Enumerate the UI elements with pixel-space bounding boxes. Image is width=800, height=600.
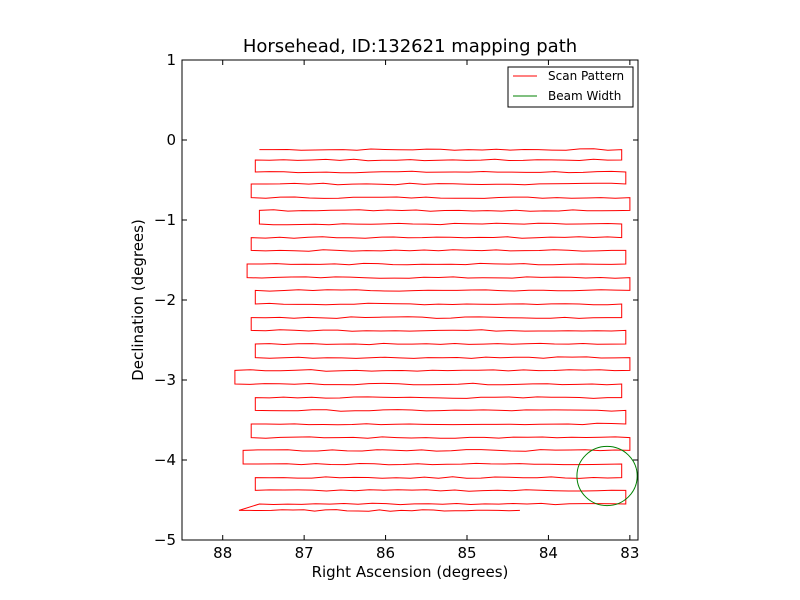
- x-axis-label: Right Ascension (degrees): [312, 563, 509, 581]
- legend-label-scan-pattern: Scan Pattern: [548, 69, 624, 83]
- x-tick-label: 85: [457, 544, 476, 562]
- y-tick-label: −3: [154, 371, 176, 389]
- y-tick-label: −1: [154, 211, 176, 229]
- legend-label-beam-width: Beam Width: [548, 89, 621, 103]
- x-axis: 88 87 86 85 84 83: [213, 60, 639, 562]
- plot-area-background: [182, 60, 638, 540]
- legend: Scan Pattern Beam Width: [507, 66, 634, 108]
- x-tick-label: 83: [620, 544, 639, 562]
- scan-pattern-line: [234, 148, 631, 512]
- y-axis: 1 0 −1 −2 −3 −4 −5: [154, 51, 638, 549]
- y-tick-label: −2: [154, 291, 176, 309]
- beam-width-circle: [576, 445, 638, 507]
- chart-title: Horsehead, ID:132621 mapping path: [243, 36, 577, 57]
- y-tick-label: −4: [154, 451, 176, 469]
- y-tick-label: −5: [154, 531, 176, 549]
- y-tick-label: 1: [166, 51, 176, 69]
- x-tick-label: 87: [295, 544, 314, 562]
- x-tick-label: 86: [376, 544, 395, 562]
- series-layer: [234, 148, 638, 512]
- legend-box: [507, 66, 634, 108]
- x-tick-label: 88: [213, 544, 232, 562]
- y-tick-label: 0: [166, 131, 176, 149]
- y-axis-label: Declination (degrees): [129, 219, 147, 381]
- x-tick-label: 84: [539, 544, 558, 562]
